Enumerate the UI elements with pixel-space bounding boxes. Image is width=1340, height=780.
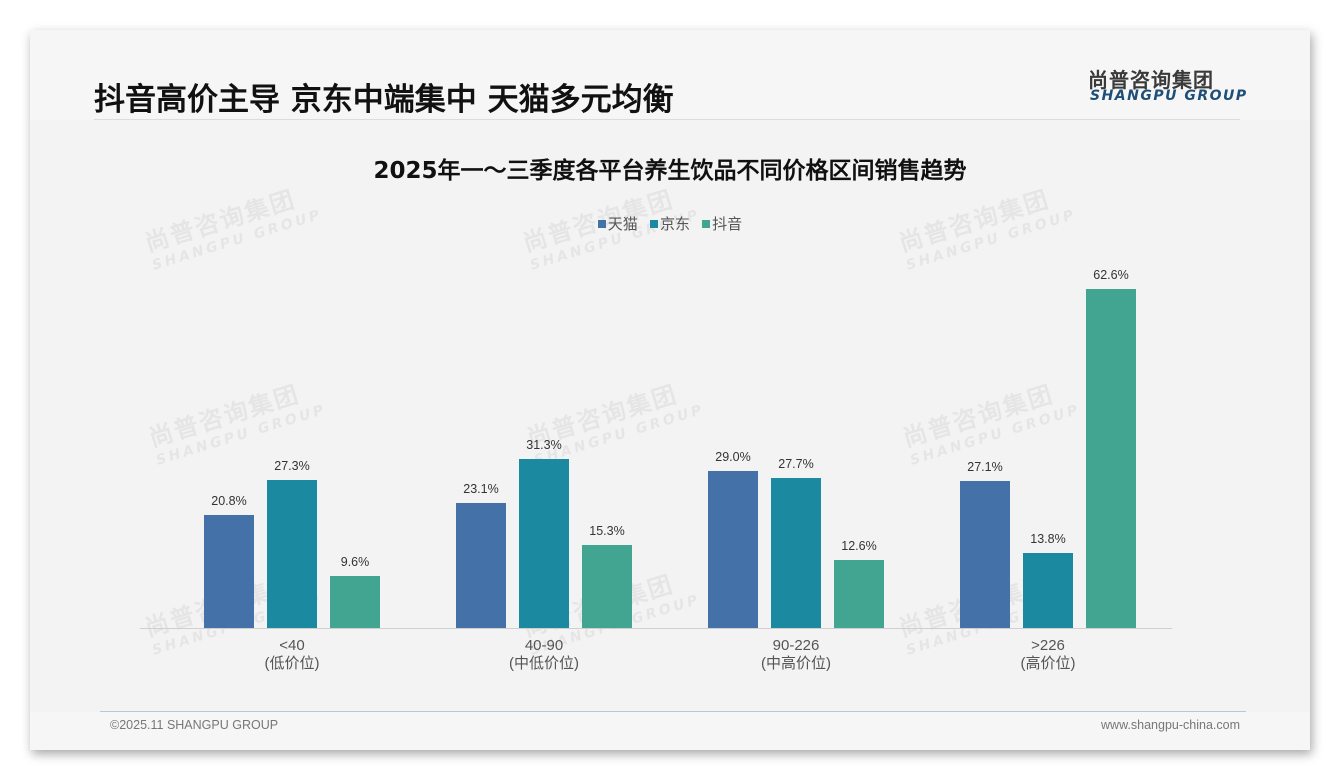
- slide: 抖音高价主导 京东中端集中 天猫多元均衡 尚普咨询集团 SHANGPU GROU…: [30, 30, 1310, 750]
- data-label: 20.8%: [211, 494, 247, 508]
- category-tier: (中低价位): [509, 655, 579, 672]
- website-link[interactable]: www.shangpu-china.com: [1101, 718, 1240, 732]
- data-label: 13.8%: [1030, 532, 1066, 546]
- bar-douyin: [582, 545, 632, 628]
- data-label: 9.6%: [340, 555, 370, 569]
- header-divider: [94, 119, 1240, 120]
- category-tier: (中高价位): [761, 655, 831, 672]
- bar-tmall: [456, 503, 506, 628]
- x-axis-category-label: >226 (高价位): [968, 637, 1128, 673]
- data-label: 15.3%: [589, 524, 625, 538]
- logo-chinese: 尚普咨询集团: [1088, 68, 1214, 92]
- bar-jd: [267, 480, 317, 628]
- page-headline: 抖音高价主导 京东中端集中 天猫多元均衡: [94, 82, 674, 118]
- bar-jd: [519, 459, 569, 628]
- chart-title: 2025年一～三季度各平台养生饮品不同价格区间销售趋势: [373, 158, 967, 184]
- legend-label: 京东: [659, 216, 690, 233]
- data-label: 27.1%: [967, 460, 1003, 474]
- bar-tmall: [204, 515, 254, 628]
- bar-jd: [771, 478, 821, 628]
- data-label: 62.6%: [1093, 268, 1129, 282]
- x-axis-category-label: <40 (低价位): [212, 637, 372, 673]
- category-range: 90-226: [772, 637, 820, 654]
- legend-swatch-icon: [649, 220, 658, 229]
- legend-swatch-icon: [597, 220, 606, 229]
- legend-item-jd: 京东: [649, 213, 690, 234]
- data-label: 27.3%: [274, 459, 310, 473]
- bar-tmall: [960, 481, 1010, 628]
- data-label: 12.6%: [841, 539, 877, 553]
- legend-item-tmall: 天猫: [597, 213, 638, 234]
- legend-label: 抖音: [712, 216, 743, 233]
- x-axis-category-label: 90-226 (中高价位): [716, 637, 876, 673]
- copyright-text: ©2025.11 SHANGPU GROUP: [110, 718, 279, 732]
- data-label: 27.7%: [778, 457, 814, 471]
- legend-item-douyin: 抖音: [702, 213, 742, 234]
- category-tier: (低价位): [264, 655, 320, 672]
- data-label: 23.1%: [463, 482, 499, 496]
- chart-legend: 天猫 京东 抖音: [30, 213, 1310, 234]
- data-label: 31.3%: [526, 438, 562, 452]
- footer: ©2025.11 SHANGPU GROUP www.shangpu-china…: [30, 712, 1310, 750]
- bar-tmall: [708, 471, 758, 628]
- bar-douyin: [834, 560, 884, 628]
- header: 抖音高价主导 京东中端集中 天猫多元均衡 尚普咨询集团 SHANGPU GROU…: [30, 30, 1310, 120]
- bar-douyin: [330, 576, 380, 628]
- category-tier: (高价位): [1020, 655, 1076, 672]
- legend-swatch-icon: [702, 220, 711, 229]
- bar-douyin: [1086, 289, 1136, 628]
- x-axis-line: [140, 628, 1172, 629]
- legend-label: 天猫: [607, 216, 638, 233]
- bar-jd: [1023, 553, 1073, 628]
- category-range: <40: [279, 637, 305, 654]
- footer-divider: [100, 711, 1246, 712]
- category-range: >226: [1031, 637, 1065, 654]
- category-range: 40-90: [524, 637, 564, 654]
- logo-english: SHANGPU GROUP: [1090, 88, 1248, 104]
- x-axis-category-label: 40-90 (中低价位): [464, 637, 624, 673]
- data-label: 29.0%: [715, 450, 751, 464]
